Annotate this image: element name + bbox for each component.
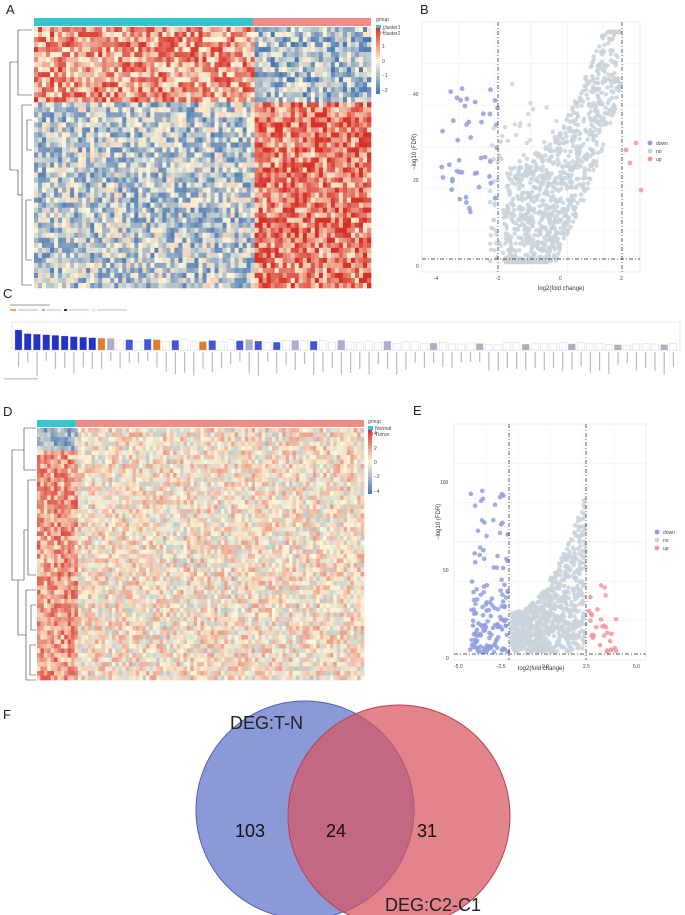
b-xtick: 0 [559, 276, 562, 282]
scale-a-tick: −2 [382, 88, 388, 94]
b-xtick: 2 [620, 276, 623, 282]
e-xtick: 0.0 [542, 664, 549, 670]
dendrogram-d [11, 427, 36, 681]
venn-set2-label: DEG:C2-C1 [385, 895, 481, 915]
panel-a-letter: A [6, 2, 15, 17]
panel-b-volcano: 0 20 40 -4 -2 0 2 log2(fold change) −log… [412, 21, 668, 292]
e-ylabel: −log10 (FDR) [436, 504, 442, 540]
cluster2-bar [253, 18, 371, 26]
scale-a-tick: 1 [382, 44, 385, 50]
panel-e-volcano: 0 50 100 -5.0 -2.5 0.0 2.5 5.0 −log10 (F… [436, 423, 675, 670]
scale-d-tick: −2 [374, 474, 380, 480]
e-xtick: 2.5 [583, 664, 590, 670]
b-xtick: -4 [434, 276, 439, 282]
e-xtick: 5.0 [633, 664, 640, 670]
legend-d-tumor: Tumor [375, 432, 390, 438]
legend-d-normal: Normal [375, 426, 391, 432]
scale-d-tick: 4 [374, 431, 377, 437]
panel-c-barchart [4, 304, 681, 380]
scale-a-tick: 2 [382, 29, 385, 35]
b-legend-no: no [656, 149, 662, 155]
e-legend-up: up [663, 546, 669, 552]
b-xlabel: log2(fold change) [538, 286, 584, 292]
e-xtick: -2.5 [497, 664, 506, 670]
panel-a-heatmap: group cluster1 cluster2 2 1 0 −1 −2 [9, 17, 400, 289]
venn-only1-count: 103 [235, 821, 265, 841]
e-ytick: 50 [443, 568, 449, 574]
venn-set2-circle [287, 704, 511, 915]
e-xlabel: log2(fold change) [518, 666, 565, 672]
b-legend-down: down [656, 141, 668, 147]
venn-both-count: 24 [326, 821, 346, 841]
panel-c-letter: C [3, 286, 13, 301]
b-ytick: 40 [413, 92, 419, 98]
panel-d-letter: D [3, 404, 13, 419]
b-ytick: 20 [413, 178, 419, 184]
panel-e-letter: E [413, 403, 422, 418]
panel-b-letter: B [420, 2, 429, 17]
e-ytick: 100 [440, 480, 449, 486]
tumor-bar [76, 420, 364, 427]
scale-d-tick: 0 [374, 460, 377, 466]
legend-a-title: group [376, 17, 389, 23]
b-ytick: 0 [416, 264, 419, 270]
e-legend-no: no [663, 538, 669, 544]
scale-d-tick: 2 [374, 446, 377, 452]
e-xtick: -5.0 [454, 664, 463, 670]
legend-a-cluster2: cluster2 [383, 31, 400, 37]
scale-a-tick: −1 [382, 73, 388, 79]
legend-a-cluster1: cluster1 [383, 25, 400, 31]
scale-d-tick: −4 [374, 489, 380, 495]
e-ytick: 0 [446, 656, 449, 662]
panel-f-venn: DEG:T-N DEG:C2-C1 103 24 31 [195, 700, 511, 915]
b-legend-up: up [656, 157, 662, 163]
e-legend-down: down [663, 530, 675, 536]
color-scale-a [376, 28, 380, 94]
normal-bar [37, 420, 76, 427]
cluster1-bar [34, 18, 253, 26]
b-ylabel: −log10 (FDR) [412, 134, 418, 170]
venn-set1-label: DEG:T-N [230, 713, 303, 733]
panel-d-heatmap: group Normal Tumor 4 2 0 −2 −4 [11, 419, 391, 681]
scale-a-tick: 0 [382, 59, 385, 65]
venn-only2-count: 31 [417, 821, 437, 841]
legend-d-title: group [368, 419, 381, 425]
color-scale-d [368, 430, 372, 494]
dendrogram-a [9, 29, 32, 286]
panel-f-letter: F [3, 707, 11, 722]
b-xtick: -2 [496, 276, 501, 282]
